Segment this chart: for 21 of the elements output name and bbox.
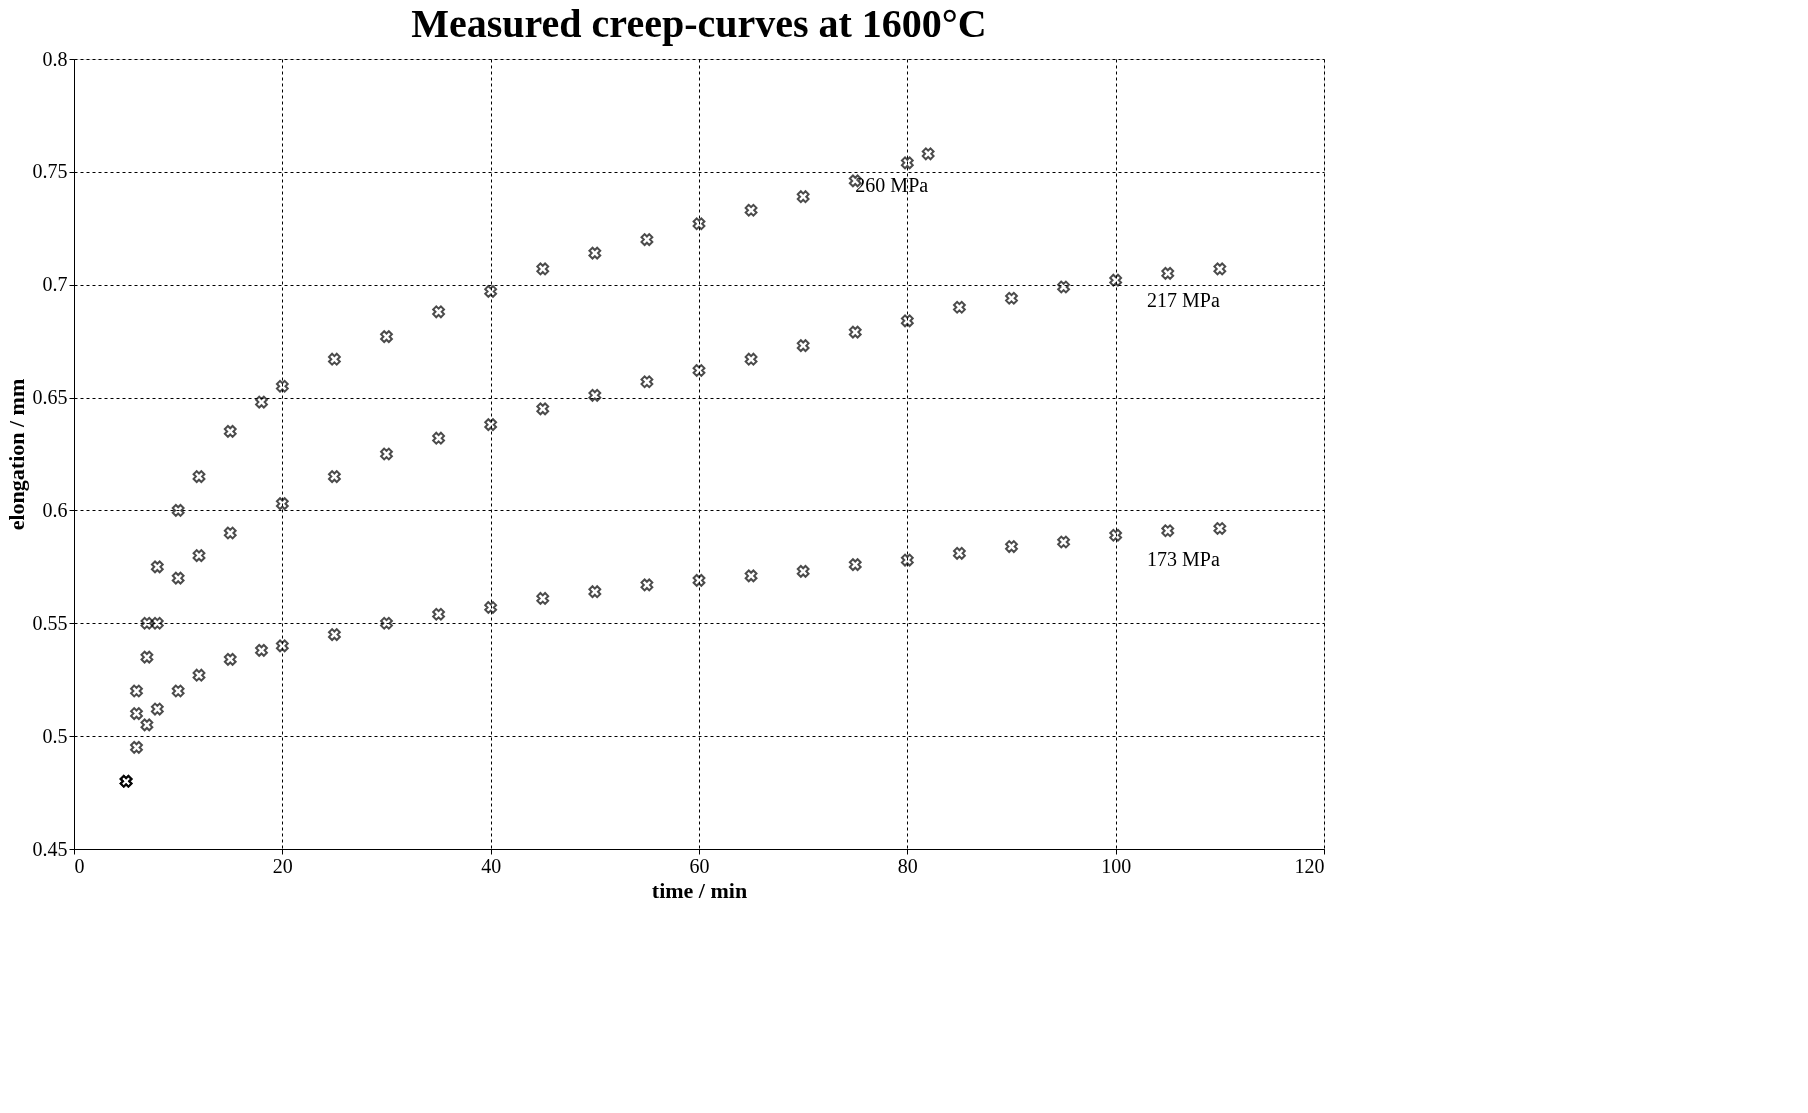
y-tick-label: 0.75: [32, 160, 68, 183]
y-tick-label: 0.65: [32, 386, 68, 409]
y-tick-label: 0.45: [32, 837, 68, 860]
x-tick-label: 0: [74, 854, 85, 877]
chart-title: Measured creep-curves at 1600°C: [411, 1, 987, 46]
y-tick-label: 0.8: [42, 47, 68, 70]
y-tick-label: 0.5: [42, 724, 68, 747]
series-label: 260 MPa: [855, 173, 929, 196]
y-tick-label: 0.55: [32, 611, 68, 634]
x-tick-label: 80: [897, 854, 918, 877]
y-axis-title: elongation / mm: [3, 378, 29, 531]
y-tick-label: 0.7: [42, 273, 68, 296]
series-label: 173 MPa: [1147, 548, 1220, 571]
x-tick-label: 20: [272, 854, 293, 877]
x-tick-label: 100: [1101, 854, 1132, 877]
series-label: 217 MPa: [1147, 288, 1220, 311]
x-tick-label: 60: [689, 854, 710, 877]
x-tick-label: 40: [481, 854, 502, 877]
x-axis-title: time / min: [651, 877, 748, 903]
x-tick-label: 120: [1294, 854, 1325, 877]
y-tick-label: 0.6: [42, 498, 68, 521]
